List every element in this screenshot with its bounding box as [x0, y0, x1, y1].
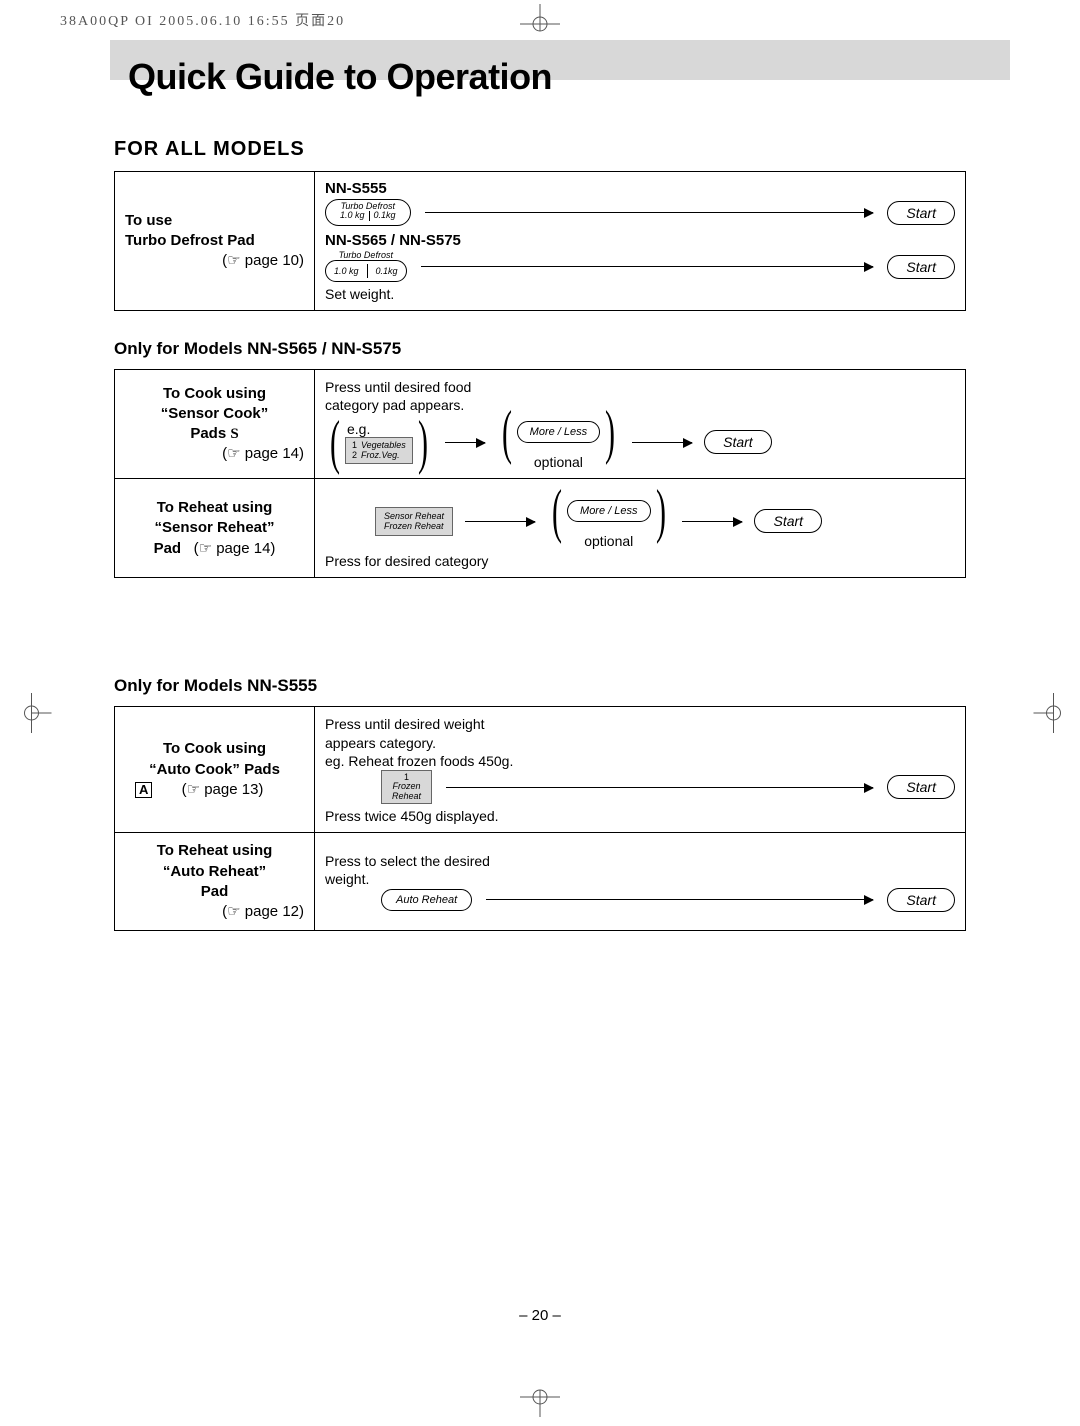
a-icon: A	[135, 782, 152, 798]
auto-cook-left: To Cook using “Auto Cook” Pads A (☞ page…	[115, 707, 315, 833]
turbo-defrost-pad-s565[interactable]: Turbo Defrost 1.0 kg 0.1kg	[325, 251, 407, 282]
arrow-icon	[446, 787, 873, 788]
model-s555: NN-S555	[325, 180, 955, 197]
arrow-icon	[421, 266, 874, 267]
set-weight-caption: Set weight.	[325, 286, 955, 302]
crop-mark-bottom	[510, 1387, 570, 1422]
page-title: Quick Guide to Operation	[128, 56, 990, 98]
page-content: Quick Guide to Operation For All Models …	[90, 40, 990, 1386]
auto-reheat-right: Press to select the desired weight. Auto…	[315, 833, 966, 931]
page-number: – 20 –	[519, 1307, 561, 1324]
crop-mark-right	[1029, 683, 1064, 743]
section-565-575: Only for Models NN-S565 / NN-S575	[114, 339, 990, 359]
more-less-button[interactable]: More / Less	[517, 421, 600, 443]
arrow-icon	[486, 899, 873, 900]
arrow-icon	[445, 442, 485, 443]
section-555: Only for Models NN-S555	[114, 676, 990, 696]
optional-label: optional	[534, 454, 583, 470]
category-pad[interactable]: 1Vegetables 2Froz.Veg.	[345, 437, 413, 465]
start-button[interactable]: Start	[887, 201, 955, 225]
crop-mark-top	[510, 4, 570, 39]
arrow-icon	[425, 212, 874, 213]
more-less-button[interactable]: More / Less	[567, 500, 650, 522]
turbo-defrost-pad-s555[interactable]: Turbo Defrost 1.0 kg 0.1kg	[325, 199, 411, 226]
auto-cook-instr: Press until desired weight appears categ…	[325, 715, 955, 770]
sensor-reheat-right: Sensor Reheat Frozen Reheat ( More / Les…	[315, 479, 966, 578]
arrow-icon	[682, 521, 742, 522]
start-button[interactable]: Start	[887, 255, 955, 279]
table-auto: To Cook using “Auto Cook” Pads A (☞ page…	[114, 706, 966, 931]
arrow-icon	[465, 521, 535, 522]
frozen-reheat-pad[interactable]: 1 Frozen Reheat	[381, 770, 432, 804]
crop-mark-left	[17, 683, 52, 743]
sensor-cook-left: To Cook using “Sensor Cook” Pads S (☞ pa…	[115, 370, 315, 479]
table-turbo-defrost: To use Turbo Defrost Pad (☞ page 10) NN-…	[114, 171, 966, 311]
start-button[interactable]: Start	[887, 888, 955, 912]
start-button[interactable]: Start	[704, 430, 772, 454]
sensor-cook-right: Press until desired food category pad ap…	[315, 370, 966, 479]
start-button[interactable]: Start	[754, 509, 822, 533]
start-button[interactable]: Start	[887, 775, 955, 799]
model-s565: NN-S565 / NN-S575	[325, 232, 955, 249]
turbo-left: To use Turbo Defrost Pad (☞ page 10)	[115, 172, 315, 311]
table-sensor: To Cook using “Sensor Cook” Pads S (☞ pa…	[114, 369, 966, 578]
arrow-icon	[632, 442, 692, 443]
auto-cook-right: Press until desired weight appears categ…	[315, 707, 966, 833]
section-all-models: For All Models	[114, 138, 990, 161]
crop-header-text: 38A00QP OI 2005.06.10 16:55 页面20	[60, 10, 345, 30]
auto-reheat-left: To Reheat using “Auto Reheat” Pad (☞ pag…	[115, 833, 315, 931]
press-caption: Press for desired category	[325, 553, 955, 569]
turbo-right: NN-S555 Turbo Defrost 1.0 kg 0.1kg	[315, 172, 966, 311]
auto-reheat-instr: Press to select the desired weight.	[325, 852, 955, 888]
sensor-reheat-pad[interactable]: Sensor Reheat Frozen Reheat	[375, 507, 453, 536]
sensor-reheat-left: To Reheat using “Sensor Reheat” Pad (☞ p…	[115, 479, 315, 578]
press-twice-caption: Press twice 450g displayed.	[325, 808, 955, 824]
optional-label: optional	[584, 533, 633, 549]
auto-reheat-pad[interactable]: Auto Reheat	[381, 889, 472, 911]
